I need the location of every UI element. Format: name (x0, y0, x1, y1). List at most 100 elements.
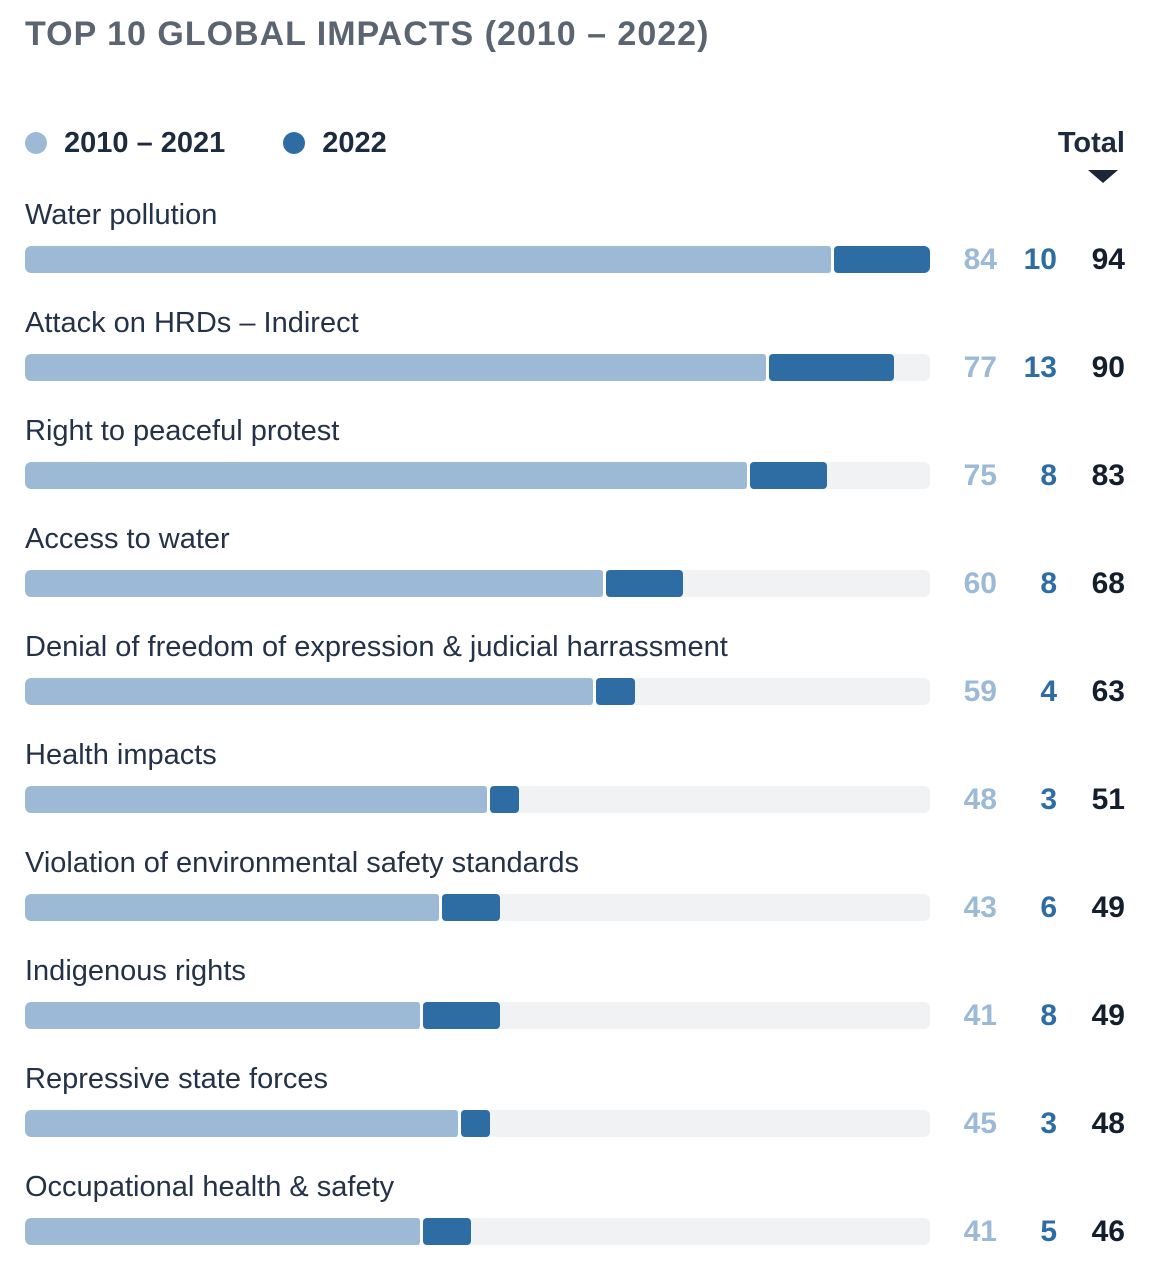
bar-segment-2022[interactable] (605, 570, 683, 597)
value-2022: 5 (1040, 1215, 1057, 1248)
value-2022: 8 (1040, 567, 1057, 600)
bar-segment-gap (602, 570, 606, 597)
legend-label-2022: 2022 (322, 127, 387, 159)
impact-row: Water pollution 84 10 94 (25, 197, 1125, 276)
value-2022: 13 (1023, 351, 1057, 384)
bar-segment-2010-2021[interactable] (25, 246, 832, 273)
bar-segment-2010-2021[interactable] (25, 678, 594, 705)
bar-line: 48 3 51 (25, 783, 1125, 816)
bar-segment-2022[interactable] (769, 354, 895, 381)
bar-segment-2022[interactable] (441, 894, 500, 921)
bar-segment-2022[interactable] (422, 1002, 500, 1029)
impact-row: Violation of environmental safety standa… (25, 845, 1125, 924)
legend-item-2022[interactable]: 2022 (283, 126, 387, 160)
value-2010-2021: 84 (963, 243, 997, 276)
bar-line: 59 4 63 (25, 675, 1125, 708)
value-2022: 8 (1040, 999, 1057, 1032)
value-2010-2021: 48 (963, 783, 997, 816)
bar-segment-2022[interactable] (596, 678, 635, 705)
bar-track (25, 894, 930, 921)
value-total: 94 (1091, 243, 1125, 276)
value-total: 48 (1091, 1107, 1125, 1140)
bar-segment-2010-2021[interactable] (25, 354, 767, 381)
bar-segment-2022[interactable] (422, 1218, 471, 1245)
bar-segment-gap (747, 462, 751, 489)
legend-item-2010-2021[interactable]: 2010 – 2021 (25, 126, 225, 160)
bar-track (25, 1110, 930, 1137)
bar-segment-2010-2021[interactable] (25, 462, 748, 489)
legend-dot-2010-2021-icon (25, 132, 47, 154)
bar-segment-gap (419, 1218, 423, 1245)
bar-segment-2022[interactable] (461, 1110, 491, 1137)
bar-segment-gap (766, 354, 770, 381)
bar-segment-gap (419, 1002, 423, 1029)
impact-row: Right to peaceful protest 75 8 83 (25, 413, 1125, 492)
bar-segment-2010-2021[interactable] (25, 894, 439, 921)
bar-segment-2010-2021[interactable] (25, 786, 488, 813)
impact-label: Health impacts (25, 739, 217, 771)
value-total: 49 (1091, 999, 1125, 1032)
value-2010-2021: 60 (963, 567, 997, 600)
bar-segment-gap (487, 786, 491, 813)
sort-descending-icon (1088, 170, 1118, 183)
chart-header-row: 2010 – 2021 2022 Total (25, 126, 1125, 183)
impact-label: Access to water (25, 523, 230, 555)
bar-segment-2010-2021[interactable] (25, 1002, 420, 1029)
bar-segment-gap (593, 678, 597, 705)
value-2010-2021: 41 (963, 999, 997, 1032)
bar-line: 43 6 49 (25, 891, 1125, 924)
value-2022: 4 (1040, 675, 1057, 708)
bar-track (25, 1002, 930, 1029)
value-2010-2021: 41 (963, 1215, 997, 1248)
impact-label: Right to peaceful protest (25, 415, 340, 447)
value-2010-2021: 77 (963, 351, 997, 384)
bar-line: 75 8 83 (25, 459, 1125, 492)
impact-row: Access to water 60 8 68 (25, 521, 1125, 600)
bar-track (25, 246, 930, 273)
value-total: 63 (1091, 675, 1125, 708)
legend-label-2010-2021: 2010 – 2021 (64, 127, 226, 159)
legend-dot-2022-icon (283, 132, 306, 154)
bar-rows: Water pollution 84 10 94 Attack on HRDs … (25, 197, 1125, 1248)
value-total: 51 (1091, 783, 1125, 816)
bar-segment-2010-2021[interactable] (25, 1218, 420, 1245)
bar-line: 41 8 49 (25, 999, 1125, 1032)
value-2022: 3 (1040, 783, 1057, 816)
value-2022: 8 (1040, 459, 1057, 492)
bar-segment-gap (831, 246, 835, 273)
value-2010-2021: 45 (963, 1107, 997, 1140)
bar-segment-2022[interactable] (490, 786, 519, 813)
bar-line: 41 5 46 (25, 1215, 1125, 1248)
bar-segment-2022[interactable] (834, 246, 930, 273)
value-total: 46 (1091, 1215, 1125, 1248)
impact-row: Indigenous rights 41 8 49 (25, 953, 1125, 1032)
impact-label: Indigenous rights (25, 955, 246, 987)
impact-row: Repressive state forces 45 3 48 (25, 1061, 1125, 1140)
impact-label: Water pollution (25, 199, 218, 231)
chart-container: TOP 10 GLOBAL IMPACTS (2010 – 2022) 2010… (25, 15, 1125, 1248)
bar-line: 45 3 48 (25, 1107, 1125, 1140)
bar-segment-2010-2021[interactable] (25, 570, 603, 597)
impact-row: Denial of freedom of expression & judici… (25, 629, 1125, 708)
bar-line: 60 8 68 (25, 567, 1125, 600)
impact-label: Denial of freedom of expression & judici… (25, 631, 728, 663)
impact-row: Attack on HRDs – Indirect 77 13 90 (25, 305, 1125, 384)
chart-title: TOP 10 GLOBAL IMPACTS (2010 – 2022) (25, 15, 710, 53)
bar-track (25, 1218, 930, 1245)
total-header-label: Total (1057, 127, 1125, 159)
value-2022: 3 (1040, 1107, 1057, 1140)
bar-segment-gap (458, 1110, 462, 1137)
bar-track (25, 678, 930, 705)
bar-track (25, 786, 930, 813)
bar-segment-2010-2021[interactable] (25, 1110, 459, 1137)
impact-row: Occupational health & safety 41 5 46 (25, 1169, 1125, 1248)
value-2010-2021: 75 (963, 459, 997, 492)
impact-label: Attack on HRDs – Indirect (25, 307, 359, 339)
bar-segment-2022[interactable] (750, 462, 828, 489)
total-column-header[interactable]: Total (1058, 126, 1125, 183)
value-2022: 6 (1040, 891, 1057, 924)
value-2010-2021: 59 (963, 675, 997, 708)
bar-track (25, 570, 930, 597)
impact-row: Health impacts 48 3 51 (25, 737, 1125, 816)
value-total: 83 (1091, 459, 1125, 492)
